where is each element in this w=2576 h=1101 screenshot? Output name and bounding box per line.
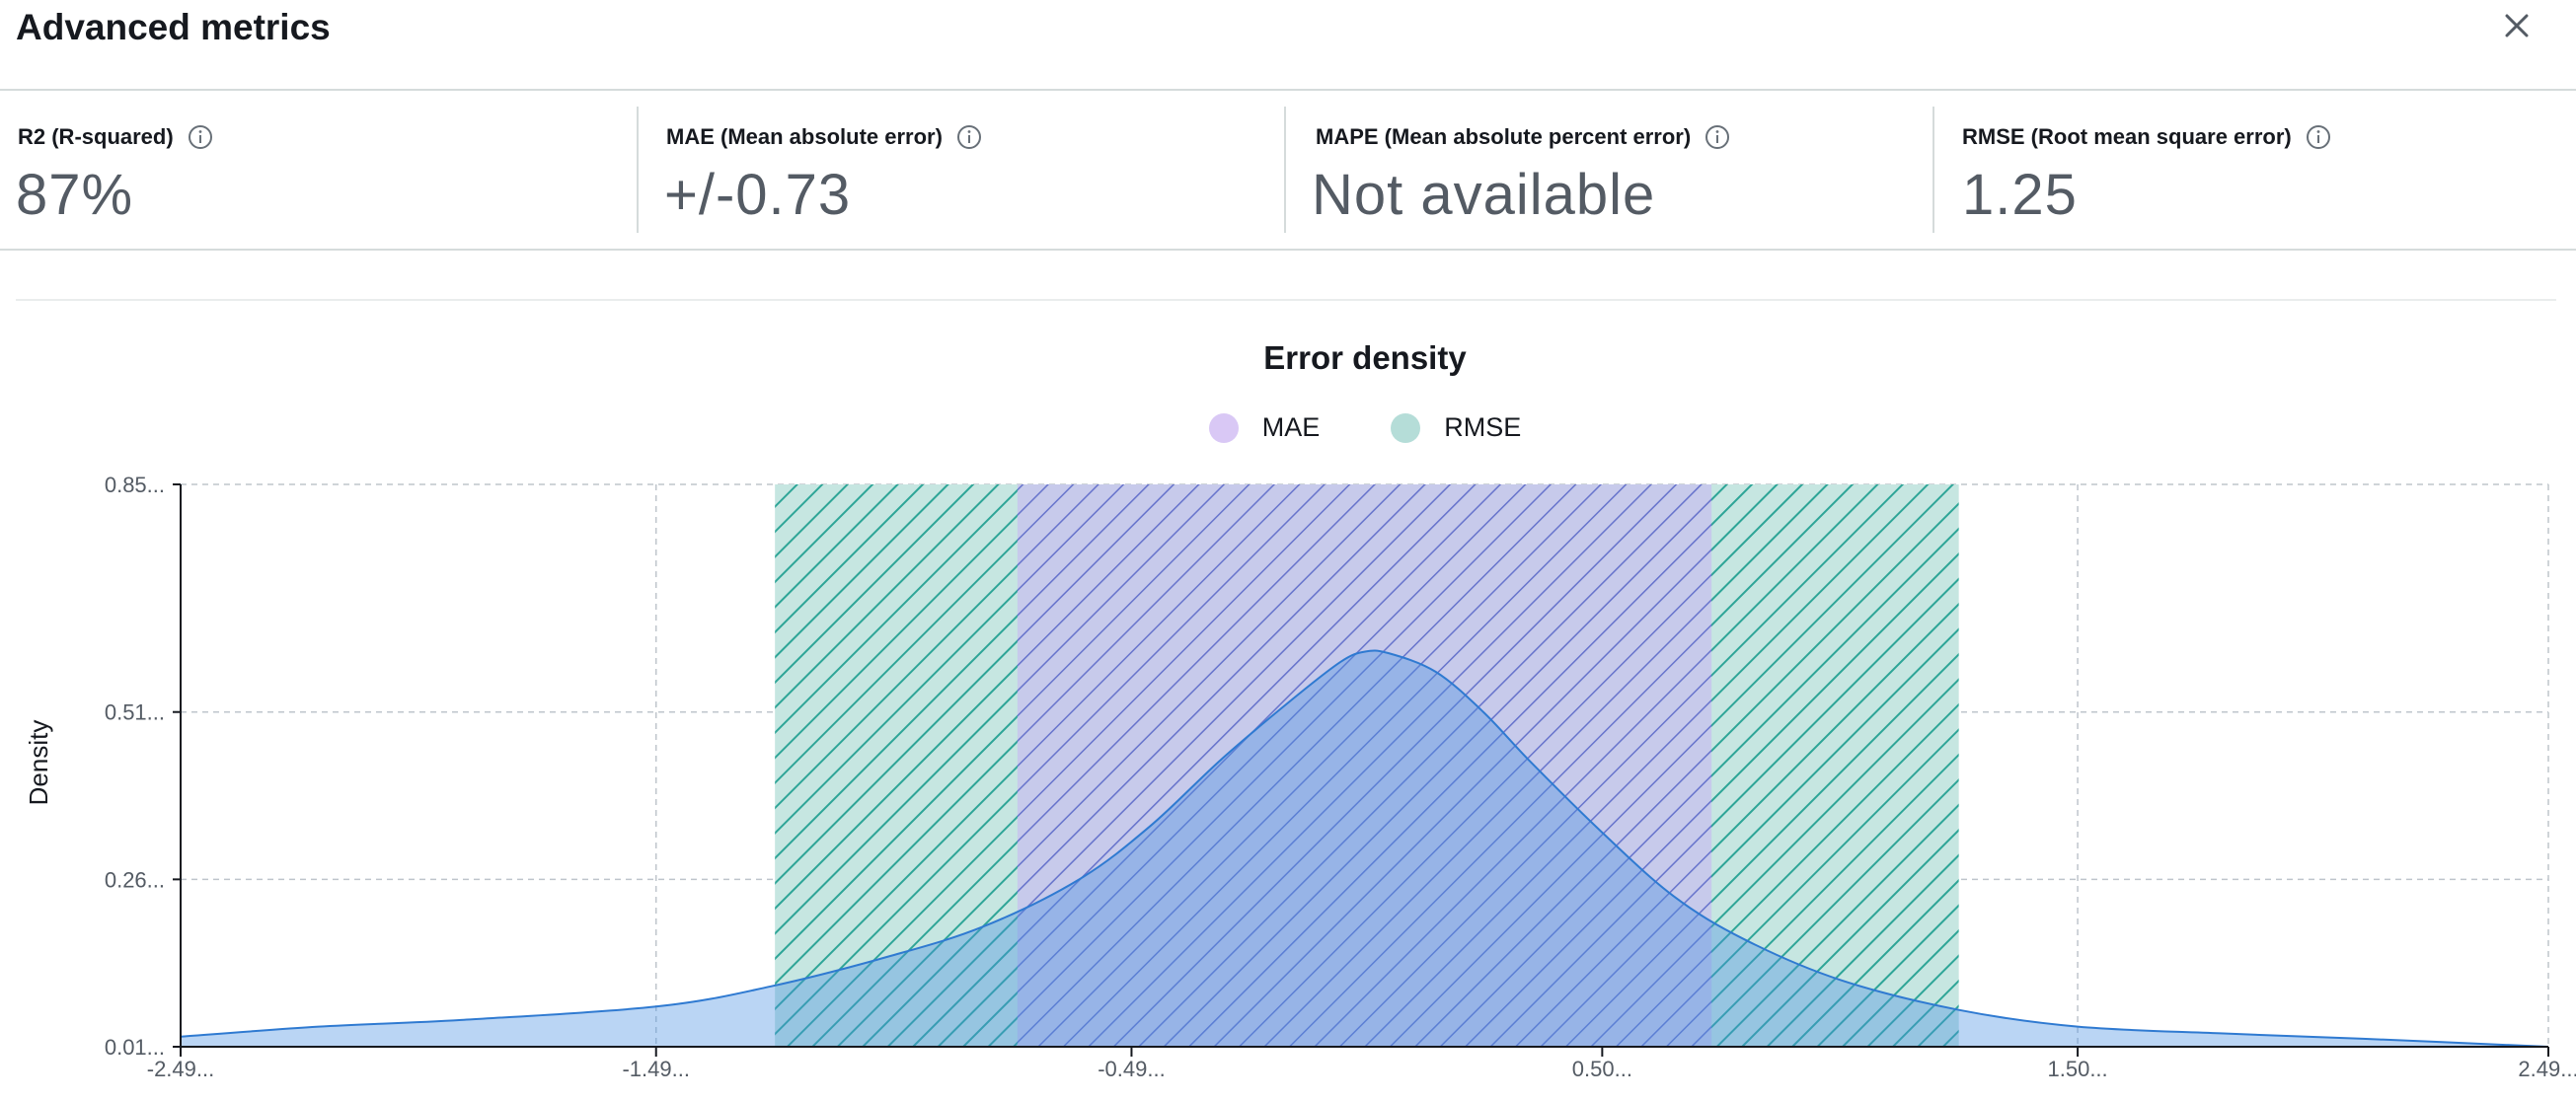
chart-legend: MAE RMSE [0, 412, 2576, 443]
x-tick-label: 2.49... [2518, 1057, 2576, 1081]
section-divider [16, 299, 2556, 301]
metric-value: +/-0.73 [664, 163, 852, 227]
legend-swatch-rmse [1391, 412, 1421, 443]
info-icon[interactable] [1705, 124, 1730, 150]
dialog-title: Advanced metrics [16, 7, 331, 47]
info-icon[interactable] [2306, 124, 2331, 150]
metric-value: Not available [1312, 163, 1656, 227]
y-tick-label: 0.85... [105, 473, 165, 497]
legend-item-rmse[interactable]: RMSE [1391, 412, 1521, 443]
chart-plot: 0.01... 0.26... 0.51... 0.85... -2.49... -1.4… [24, 473, 2576, 1081]
info-icon[interactable] [956, 124, 982, 150]
metric-value: 1.25 [1962, 163, 2078, 227]
metric-rmse: RMSE (Root mean square error) 1.25 [1932, 107, 2576, 233]
close-icon [2505, 14, 2529, 37]
legend-item-mae[interactable]: MAE [1208, 412, 1321, 443]
y-tick-label: 0.26... [105, 867, 165, 892]
metric-label: MAE (Mean absolute error) [666, 124, 943, 149]
metric-mae: MAE (Mean absolute error) +/-0.73 [637, 107, 1286, 233]
x-tick-label: -2.49... [147, 1057, 214, 1081]
metric-mape: MAPE (Mean absolute percent error) Not a… [1284, 107, 1933, 233]
band-mae [1017, 484, 1712, 1047]
axis-layer: 0.01... 0.26... 0.51... 0.85... -2.49... -1.4… [105, 473, 2576, 1081]
y-axis-label: Density [24, 720, 53, 806]
info-icon[interactable] [188, 124, 213, 150]
chart-title: Error density [1263, 339, 1467, 376]
legend-swatch-mae [1208, 412, 1239, 443]
metric-label: RMSE (Root mean square error) [1962, 124, 2292, 149]
density-line [180, 649, 2549, 1048]
area-layer [180, 649, 2549, 1048]
y-tick-label: 0.51... [105, 700, 165, 725]
metric-label: R2 (R-squared) [18, 124, 174, 149]
legend-label: MAE [1261, 412, 1321, 442]
legend-label: RMSE [1444, 412, 1522, 442]
y-tick-label: 0.01... [105, 1035, 165, 1060]
close-button[interactable] [2497, 6, 2537, 45]
error-density-chart: Error density MAE RMSE 0.01... 0.26... 0.5… [0, 326, 2576, 1101]
x-tick-label: 0.50... [1572, 1057, 1632, 1081]
x-tick-label: 1.50... [2048, 1057, 2108, 1081]
metric-r2: R2 (R-squared) 87% [0, 107, 647, 233]
band-layer [775, 484, 1959, 1047]
metrics-row: R2 (R-squared) 87% MAE (Mean absolute er… [0, 91, 2576, 251]
metric-value: 87% [16, 163, 134, 227]
x-tick-label: -0.49... [1098, 1057, 1165, 1081]
dialog-header: Advanced metrics [0, 0, 2576, 91]
x-tick-label: -1.49... [622, 1057, 689, 1081]
density-area [181, 650, 2548, 1047]
metric-label: MAPE (Mean absolute percent error) [1316, 124, 1692, 149]
